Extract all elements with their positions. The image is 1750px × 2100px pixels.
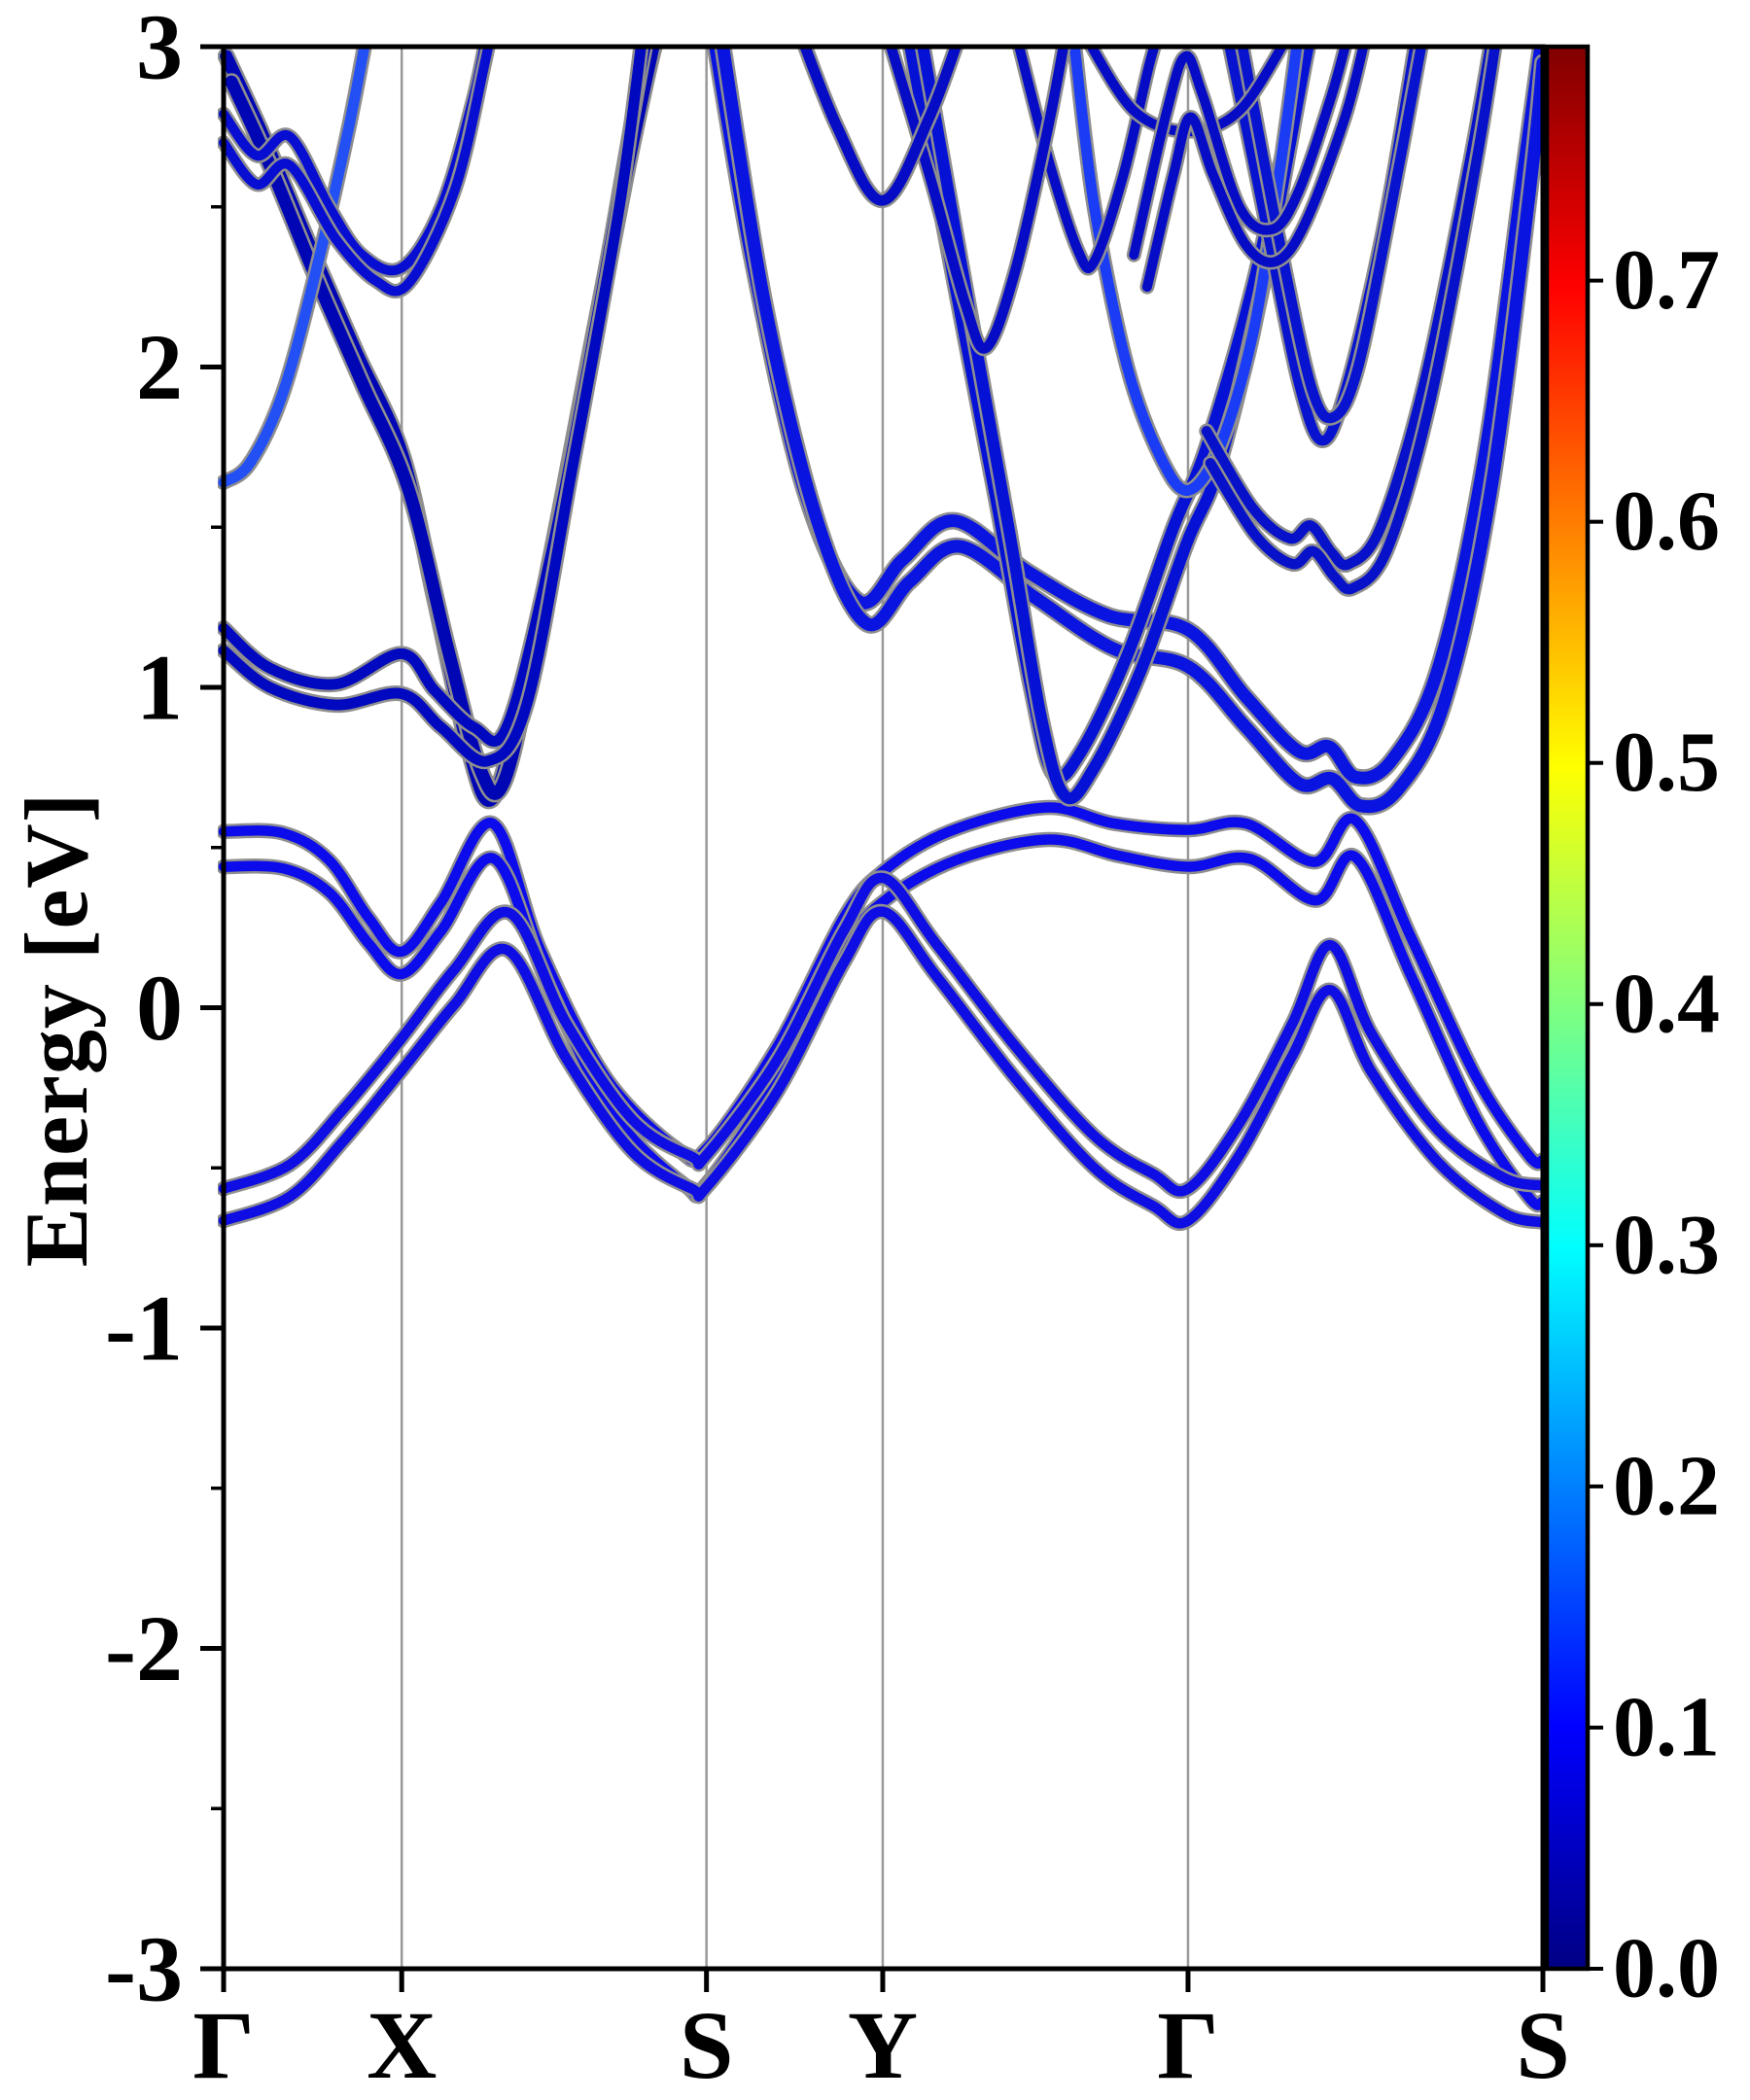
- k-point-label: X: [367, 1991, 437, 2099]
- conduction-u-dip-sy: [885, 47, 1069, 354]
- colorbar-tick-label: 0.6: [1613, 474, 1720, 569]
- y-axis-title: Energy [eV]: [7, 791, 106, 1268]
- conduction-v-between-y-gamma-a: [904, 47, 1312, 784]
- colorbar-tick-label: 0.1: [1613, 1680, 1720, 1774]
- valence-4: [218, 906, 1549, 1229]
- y-tick-label: -3: [105, 1917, 183, 2021]
- colorbar-gradient: [1547, 47, 1588, 1969]
- conduction-lambda-gamma2-a: [1129, 47, 1350, 261]
- valence-3: [218, 872, 1549, 1197]
- conduction-bright-riser-gamma1: [218, 47, 370, 488]
- colorbar-tick-label: 0.7: [1613, 233, 1720, 328]
- y-tick-label: 1: [136, 636, 183, 740]
- k-point-label: S: [680, 1991, 734, 2099]
- conduction-hump-x-lower: [218, 47, 647, 767]
- conduction-wavy-top-2: [219, 47, 494, 297]
- k-point-label: S: [1516, 1991, 1570, 2099]
- conduction-s-to-s-main-b: [717, 47, 1549, 814]
- y-tick-label: -2: [105, 1596, 183, 1700]
- k-point-label: Γ: [192, 1991, 255, 2099]
- y-tick-label: -1: [105, 1277, 183, 1381]
- y-tick-label: 3: [136, 0, 183, 99]
- conduction-v-at-y-top: [799, 47, 962, 206]
- y-axis: 3 2 1 0 -1 -2 -3: [105, 0, 224, 2021]
- k-point-label: Y: [848, 1991, 918, 2099]
- band-curves: [218, 47, 1549, 1231]
- colorbar-tick-label: 0.5: [1613, 716, 1720, 810]
- conduction-lambda-gamma2-b: [1141, 47, 1369, 293]
- colorbar-tick-label: 0.4: [1613, 957, 1720, 1051]
- colorbar-tick-label: 0.2: [1613, 1439, 1720, 1533]
- y-tick-label: 0: [136, 956, 183, 1060]
- k-point-label: Γ: [1157, 1991, 1219, 2099]
- y-tick-label: 2: [136, 315, 183, 419]
- colorbar-tick-label: 0.0: [1613, 1922, 1720, 2016]
- conduction-wiggle-right-b: [1205, 47, 1500, 595]
- colorbar: 0.0 0.1 0.2 0.3 0.4 0.5 0.6 0.7: [1544, 44, 1720, 2016]
- colorbar-frame: [1544, 44, 1591, 1972]
- conduction-u-dip-right-b: [1237, 47, 1427, 424]
- gridlines: [400, 47, 1190, 1969]
- colorbar-tick-label: 0.3: [1613, 1198, 1720, 1292]
